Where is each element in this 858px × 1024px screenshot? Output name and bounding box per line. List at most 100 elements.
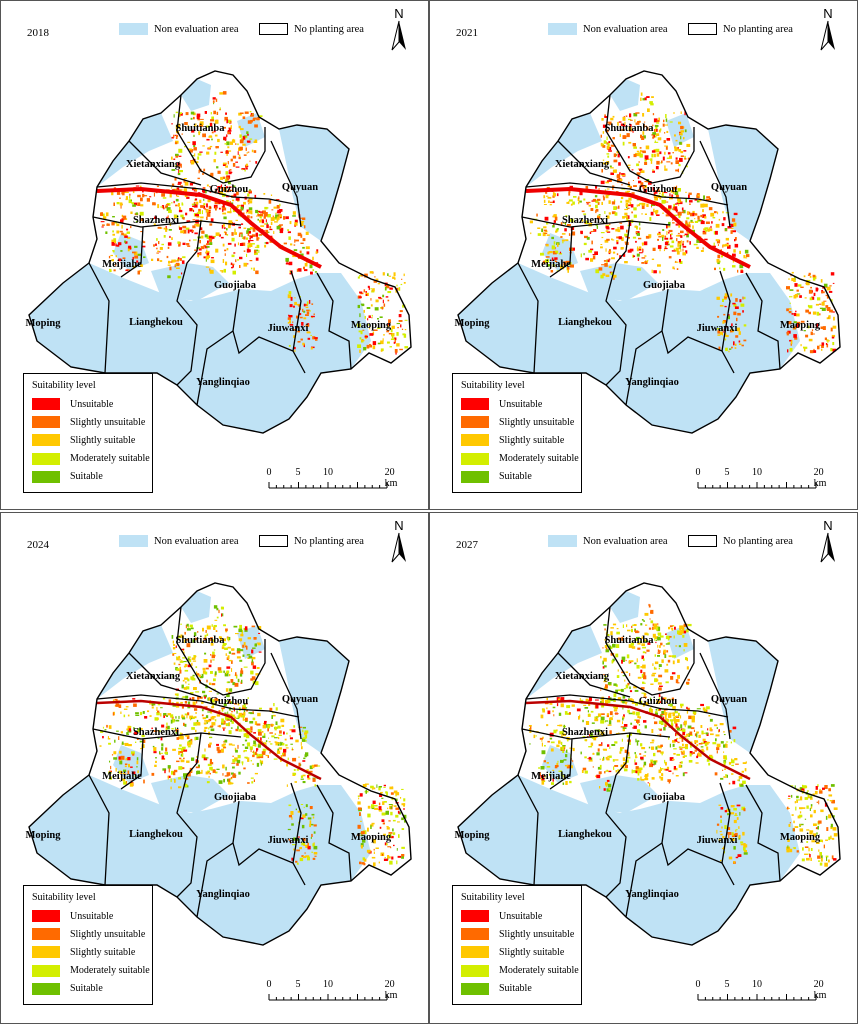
suitability-patch xyxy=(238,154,241,157)
suitability-patch xyxy=(189,239,191,242)
suitability-patch xyxy=(204,726,208,729)
suitability-patch xyxy=(723,751,725,753)
suitability-patch xyxy=(231,652,236,655)
suitability-patch xyxy=(612,187,614,190)
suitability-patch xyxy=(225,766,227,771)
town-label: Quyuan xyxy=(282,694,318,705)
suitability-patch xyxy=(360,303,365,305)
suitability-patch xyxy=(629,248,634,252)
scale-tick-label: 10 xyxy=(752,979,762,990)
suitability-patch xyxy=(725,743,728,748)
suitability-patch xyxy=(665,214,670,217)
suitability-patch xyxy=(650,158,653,161)
suitability-patch xyxy=(224,672,229,677)
suitability-patch xyxy=(357,276,360,279)
suitability-patch xyxy=(190,117,193,120)
suitability-patch xyxy=(546,766,551,768)
suitability-patch xyxy=(247,120,252,124)
suitability-patch xyxy=(808,338,813,342)
suitability-patch xyxy=(302,342,305,346)
suitability-patch xyxy=(370,824,374,827)
suitability-patch xyxy=(628,698,630,701)
suitability-patch xyxy=(643,658,645,661)
suitability-patch xyxy=(659,270,661,274)
suitability-patch xyxy=(299,296,301,298)
suitability-patch xyxy=(277,736,279,738)
suitability-patch xyxy=(595,704,599,709)
suitability-patch xyxy=(223,136,227,141)
suitability-patch xyxy=(398,287,401,291)
suitability-patch xyxy=(208,718,212,722)
suitability-patch xyxy=(203,205,206,209)
suitability-patch xyxy=(631,192,635,196)
suitability-patch xyxy=(236,191,239,196)
suitability-patch xyxy=(186,628,191,631)
suitability-patch xyxy=(197,696,200,700)
suitability-patch xyxy=(159,753,161,755)
suitability-patch xyxy=(197,764,200,768)
suitability-patch xyxy=(789,296,793,298)
suitability-patch xyxy=(246,253,248,257)
suitability-patch xyxy=(637,152,642,157)
suitability-patch xyxy=(140,197,143,202)
suitability-patch xyxy=(626,229,628,233)
suitability-patch xyxy=(201,709,204,712)
suitability-patch xyxy=(262,735,266,738)
suitability-patch xyxy=(383,801,387,803)
suitability-patch xyxy=(392,276,395,279)
suitability-patch xyxy=(375,847,379,849)
suitability-patch xyxy=(181,260,185,264)
suitability-patch xyxy=(625,236,629,238)
suitability-patch xyxy=(194,124,196,127)
suitability-patch xyxy=(186,735,190,740)
suitability-patch xyxy=(394,805,397,807)
suitability-patch xyxy=(830,272,835,276)
suitability-patch xyxy=(800,823,804,826)
suitability-patch xyxy=(266,222,268,225)
suitability-patch xyxy=(193,632,197,636)
suitability-patch xyxy=(247,151,250,153)
suitability-patch xyxy=(264,720,267,725)
suitability-patch xyxy=(668,770,672,772)
suitability-patch xyxy=(403,798,406,802)
district-boundary xyxy=(605,732,631,898)
suitability-patch xyxy=(383,858,388,861)
suitability-patch xyxy=(606,769,609,772)
suitability-patch xyxy=(112,216,115,218)
suitability-patch xyxy=(108,255,111,259)
suitability-patch xyxy=(600,244,603,245)
suitability-patch xyxy=(680,125,684,130)
suitability-patch xyxy=(196,770,198,775)
suitability-patch xyxy=(630,722,633,725)
suitability-patch xyxy=(238,628,243,632)
suitability-patch xyxy=(313,845,318,850)
suitability-patch xyxy=(740,784,744,787)
suitability-patch xyxy=(657,682,662,685)
suitability-patch xyxy=(655,711,658,714)
suitability-patch xyxy=(187,626,190,628)
no-planting-label: No planting area xyxy=(294,535,364,547)
suitability-patch xyxy=(403,334,407,338)
suitability-patch xyxy=(722,769,724,771)
suitability-patch xyxy=(657,264,661,267)
suitability-patch xyxy=(268,737,269,739)
suitability-patch xyxy=(669,757,674,761)
suitability-patch xyxy=(245,147,247,151)
suitability-patch xyxy=(289,729,292,731)
suitability-patch xyxy=(250,678,254,681)
suitability-patch xyxy=(214,673,217,677)
suitability-patch xyxy=(360,845,363,849)
suitability-patch xyxy=(794,826,799,828)
suitability-patch xyxy=(235,197,240,201)
suitability-patch xyxy=(202,187,205,189)
suitability-patch xyxy=(709,727,712,731)
suitability-patch xyxy=(634,762,638,765)
suitability-patch xyxy=(151,772,155,776)
suitability-patch xyxy=(203,637,207,641)
suitability-patch xyxy=(743,324,747,327)
suitability-patch xyxy=(206,679,208,683)
suitability-patch xyxy=(815,287,818,292)
suitability-patch xyxy=(257,737,260,740)
suitability-patch xyxy=(562,745,566,747)
suitability-patch xyxy=(585,186,589,190)
